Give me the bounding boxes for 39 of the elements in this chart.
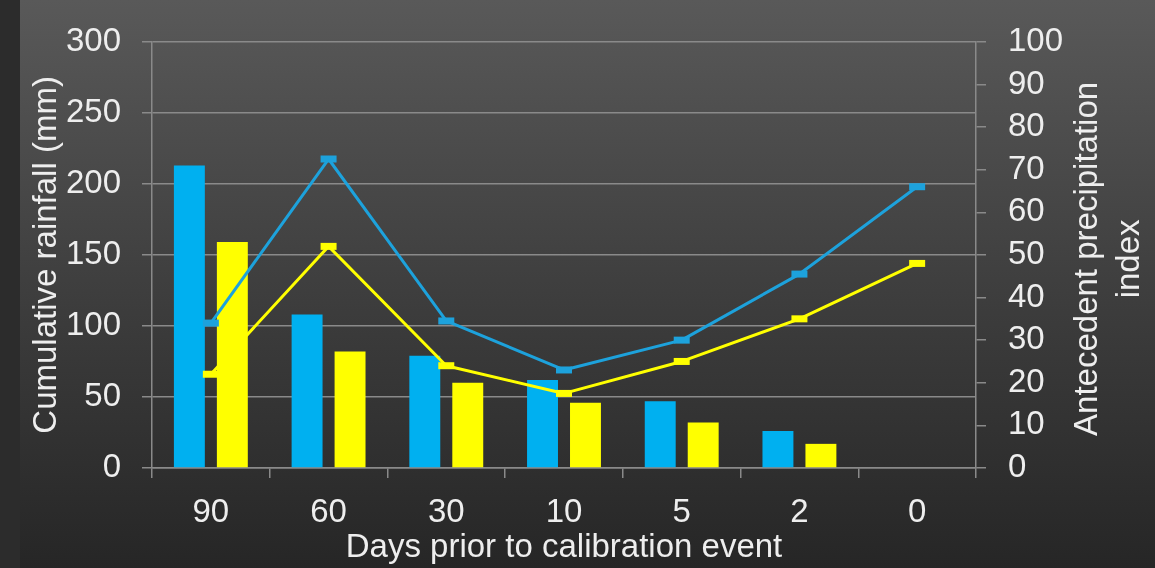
y2-tick-label: 50: [1008, 233, 1045, 271]
x-tick-label: 0: [907, 491, 927, 529]
bar: [409, 355, 441, 468]
y-axis-title: Cumulative rainfall (mm): [25, 76, 63, 434]
bar: [570, 402, 601, 468]
y2-tick-label: 20: [1008, 361, 1045, 399]
x-tick-label: 60: [310, 491, 347, 529]
x-tick-label: 2: [790, 491, 809, 529]
y2-tick-label: 100: [1008, 20, 1064, 58]
x-tick-label: 30: [427, 491, 465, 529]
x-axis-title: Days prior to calibration event: [345, 527, 783, 565]
bar: [291, 314, 323, 468]
y2-tick-label: 0: [1008, 447, 1027, 485]
y2-tick-label: 80: [1008, 106, 1045, 144]
y-tick-label: 0: [102, 447, 121, 485]
y2-tick-label: 60: [1008, 191, 1045, 229]
bar: [805, 443, 837, 468]
y-tick-label: 200: [65, 162, 121, 200]
x-tick-label: 10: [545, 491, 583, 529]
bar: [527, 379, 558, 468]
y2-tick-label: 70: [1008, 148, 1045, 186]
bar: [173, 165, 205, 468]
y-tick-label: 250: [65, 91, 121, 129]
bar: [687, 422, 719, 468]
y2-tick-label: 40: [1008, 276, 1045, 314]
y2-tick-label: 10: [1008, 404, 1045, 442]
y2-tick-label: 90: [1008, 63, 1045, 101]
y-tick-label: 150: [65, 233, 121, 271]
y-tick-label: 100: [65, 305, 121, 343]
y2-axis-title: Antecedent precipitation index: [1067, 81, 1147, 436]
x-tick-label: 90: [192, 491, 230, 529]
bar: [644, 401, 676, 468]
y-tick-label: 300: [65, 20, 121, 58]
x-tick-label: 5: [672, 491, 691, 529]
y2-tick-label: 30: [1008, 319, 1045, 357]
bar: [762, 431, 794, 468]
bar: [334, 351, 366, 468]
bar: [452, 382, 484, 468]
y-tick-label: 50: [84, 376, 121, 414]
